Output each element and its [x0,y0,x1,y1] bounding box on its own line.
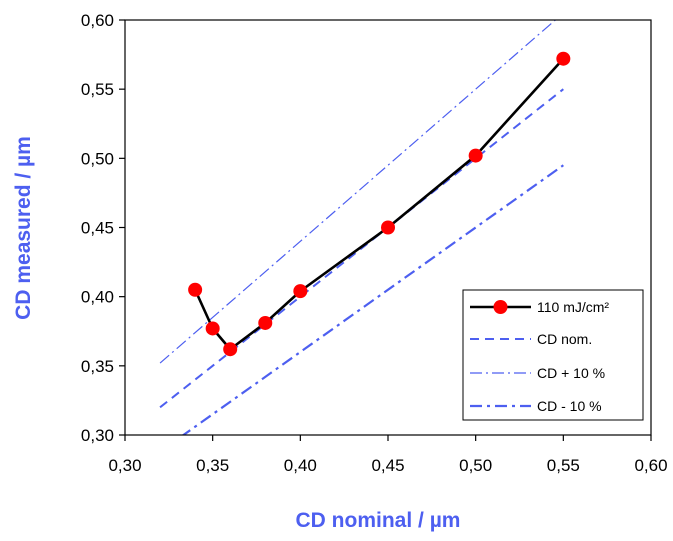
legend-marker [493,300,508,314]
y-tick-label: 0,50 [81,149,114,168]
data-point [381,220,395,235]
y-tick-label: 0,60 [81,11,114,30]
legend-label: 110 mJ/cm² [537,299,609,315]
data-point [258,315,273,330]
y-tick-label: 0,35 [81,357,114,376]
series-line-cd-nom [159,88,564,409]
plot-frame [124,19,652,436]
x-tick-label: 0,55 [547,456,580,475]
x-tick-label: 0,45 [371,456,404,475]
axis-ticks [119,19,652,441]
legend-box [462,289,644,421]
legend-label: CD nom. [537,331,592,347]
data-point [468,148,483,163]
x-tick-label: 0,50 [459,456,492,475]
y-tick-label: 0,40 [81,288,114,307]
data-point [293,284,308,299]
legend-label: CD - 10 % [537,398,602,414]
data-point [205,321,220,336]
x-axis-title: CD nominal / µm [296,509,461,532]
x-tick-label: 0,35 [196,456,229,475]
x-tick-label: 0,40 [284,456,317,475]
data-point [188,282,203,297]
y-tick-label: 0,30 [81,426,114,445]
data-point [223,342,238,357]
plot-series [159,20,571,435]
series-line-cd-10 [181,164,564,435]
y-axis-title: CD measured / µm [12,136,35,320]
series-line-cd-10 [159,20,557,364]
y-tick-label: 0,45 [81,219,114,238]
x-tick-label: 0,60 [634,456,667,475]
legend: 110 mJ/cm² CD nom. CD + 10 % CD - 10 % [462,289,644,421]
legend-label: CD + 10 % [537,365,605,381]
x-tick-label: 0,30 [108,456,141,475]
y-tick-label: 0,55 [81,80,114,99]
tick-labels: 0,30 0,35 0,40 0,45 0,50 0,55 0,60 0,30 0,35 0,40… [81,11,668,475]
data-point [556,51,571,66]
